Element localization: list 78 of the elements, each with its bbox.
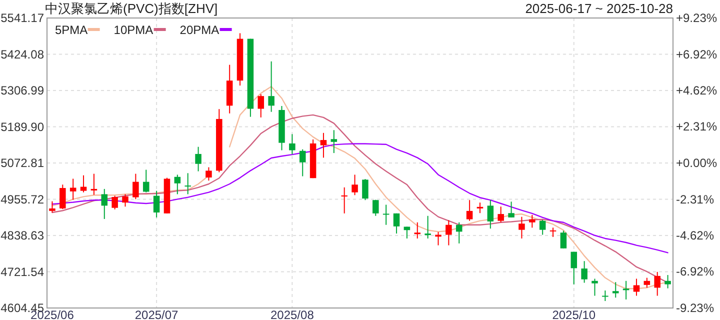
candlestick (592, 278, 598, 296)
y2-tick-label: -4.62% (676, 228, 714, 243)
y-tick-label: 4955.72 (0, 192, 44, 206)
y2-tick-label: -9.23% (676, 301, 714, 315)
candlestick (664, 274, 671, 289)
candlestick (70, 178, 76, 200)
chart-subtitle: 2025-06-17 ~ 2025-10-28 (525, 1, 673, 16)
candlestick (195, 146, 202, 172)
candlestick (644, 277, 650, 288)
y2-tick-label: +4.62% (676, 83, 718, 98)
candlestick (518, 216, 525, 239)
candlestick (382, 204, 390, 226)
candlestick (654, 271, 660, 296)
y-tick-label: 4721.54 (0, 264, 44, 279)
candlestick (80, 174, 87, 193)
y-tick-label: 5189.90 (0, 120, 44, 134)
candlestick (633, 278, 640, 296)
chart-title: 中汉聚氯乙烯(PVC)指数[ZHV] (45, 1, 218, 16)
y-tick-label: 5541.17 (0, 11, 44, 25)
candlestick (456, 222, 462, 244)
y2-tick-label: -2.31% (676, 192, 714, 206)
candlestick (341, 186, 348, 214)
candlestick (142, 169, 150, 193)
candlestick (602, 290, 608, 302)
candlestick (184, 172, 191, 195)
candlestick (206, 166, 212, 182)
x-tick-label: 2025/07 (134, 308, 179, 320)
candlestick (153, 190, 160, 218)
candlestick (570, 251, 578, 285)
candlestick (132, 173, 139, 200)
candlestick (101, 188, 108, 220)
candlestick (404, 226, 410, 239)
candlestick (268, 60, 274, 112)
candlestick (446, 220, 452, 246)
legend-label: 5PMA (55, 23, 88, 37)
y2-tick-label: +0.00% (676, 156, 718, 170)
candlestick (581, 260, 588, 284)
candlestick (550, 227, 556, 238)
legend-label: 20PMA (180, 23, 220, 37)
candlestick (352, 174, 358, 196)
candlestick (112, 195, 118, 210)
candlestick (529, 214, 536, 228)
candlestick (487, 200, 494, 230)
candlestick (258, 94, 264, 118)
candlestick (174, 174, 181, 195)
candlestick (498, 206, 504, 223)
candlestick (560, 230, 567, 249)
candlestick (539, 219, 546, 236)
candlestick (424, 215, 431, 239)
candlestick (508, 201, 514, 218)
candlestick (90, 173, 98, 196)
y2-tick-label: +9.23% (676, 11, 718, 25)
y2-tick-label: +6.92% (676, 47, 718, 62)
candlestick (414, 222, 421, 239)
y2-tick-label: -6.92% (676, 264, 714, 279)
candlestick (49, 200, 56, 213)
candlestick (122, 194, 128, 208)
candlestick (60, 184, 66, 210)
candlestick (289, 134, 296, 155)
legend-label: 10PMA (114, 23, 154, 37)
candlestick (372, 199, 379, 216)
y-tick-label: 4838.63 (0, 228, 44, 242)
candlestick (393, 212, 400, 234)
candlestick (330, 130, 338, 154)
y-tick-label: 5072.81 (0, 156, 44, 170)
candlestick (320, 132, 327, 158)
y-tick-label: 5424.08 (0, 47, 44, 62)
candlestick (299, 148, 306, 177)
candlestick (466, 200, 473, 222)
y2-tick-label: +2.31% (676, 120, 718, 134)
y-tick-label: 5306.99 (0, 84, 44, 98)
x-tick-label: 2025/08 (270, 308, 314, 320)
candlestick (362, 178, 368, 201)
candlestick (476, 202, 484, 214)
candlestick (622, 280, 630, 300)
candlestick (612, 282, 619, 298)
line-series (52, 143, 668, 254)
x-tick-label: 2025/10 (552, 308, 596, 320)
